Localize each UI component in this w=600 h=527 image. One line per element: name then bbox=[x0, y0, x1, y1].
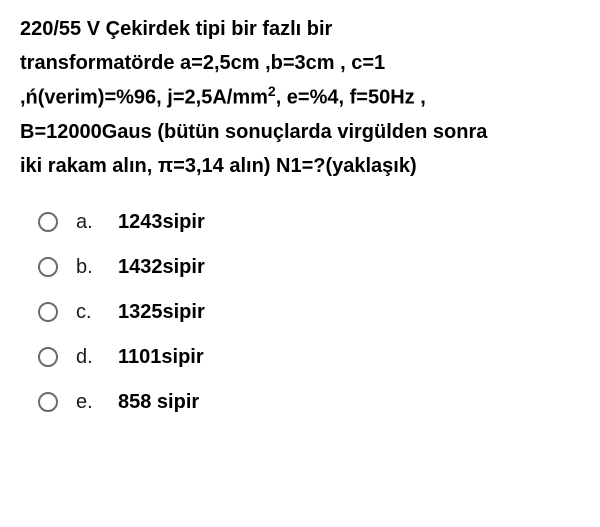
question-line-2: transformatörde a=2,5cm ,b=3cm , c=1 bbox=[20, 52, 385, 74]
option-e[interactable]: e. 858 sipir bbox=[38, 391, 580, 414]
option-text: 1432sipir bbox=[118, 256, 205, 279]
radio-icon[interactable] bbox=[38, 257, 58, 277]
radio-icon[interactable] bbox=[38, 212, 58, 232]
option-text: 1243sipir bbox=[118, 211, 205, 234]
option-a[interactable]: a. 1243sipir bbox=[38, 211, 580, 234]
option-letter: d. bbox=[76, 346, 100, 369]
option-letter: c. bbox=[76, 301, 100, 324]
question-line-3a: ,ń(verim)=%96, j=2,5A/mm bbox=[20, 87, 268, 109]
radio-icon[interactable] bbox=[38, 347, 58, 367]
option-c[interactable]: c. 1325sipir bbox=[38, 301, 580, 324]
option-text: 858 sipir bbox=[118, 391, 199, 414]
option-text: 1325sipir bbox=[118, 301, 205, 324]
option-letter: a. bbox=[76, 211, 100, 234]
option-letter: b. bbox=[76, 256, 100, 279]
question-line-3b: , e=%4, f=50Hz , bbox=[276, 87, 426, 109]
question-line-4: B=12000Gaus (bütün sonuçlarda virgülden … bbox=[20, 121, 487, 143]
question-text: 220/55 V Çekirdek tipi bir fazlı bir tra… bbox=[20, 12, 580, 183]
question-line-1: 220/55 V Çekirdek tipi bir fazlı bir bbox=[20, 18, 332, 40]
radio-icon[interactable] bbox=[38, 392, 58, 412]
option-d[interactable]: d. 1101sipir bbox=[38, 346, 580, 369]
option-b[interactable]: b. 1432sipir bbox=[38, 256, 580, 279]
options-list: a. 1243sipir b. 1432sipir c. 1325sipir d… bbox=[20, 211, 580, 414]
question-line-5: iki rakam alın, π=3,14 alın) N1=?(yaklaş… bbox=[20, 155, 417, 177]
radio-icon[interactable] bbox=[38, 302, 58, 322]
option-text: 1101sipir bbox=[118, 346, 204, 369]
question-superscript: 2 bbox=[268, 83, 276, 99]
option-letter: e. bbox=[76, 391, 100, 414]
